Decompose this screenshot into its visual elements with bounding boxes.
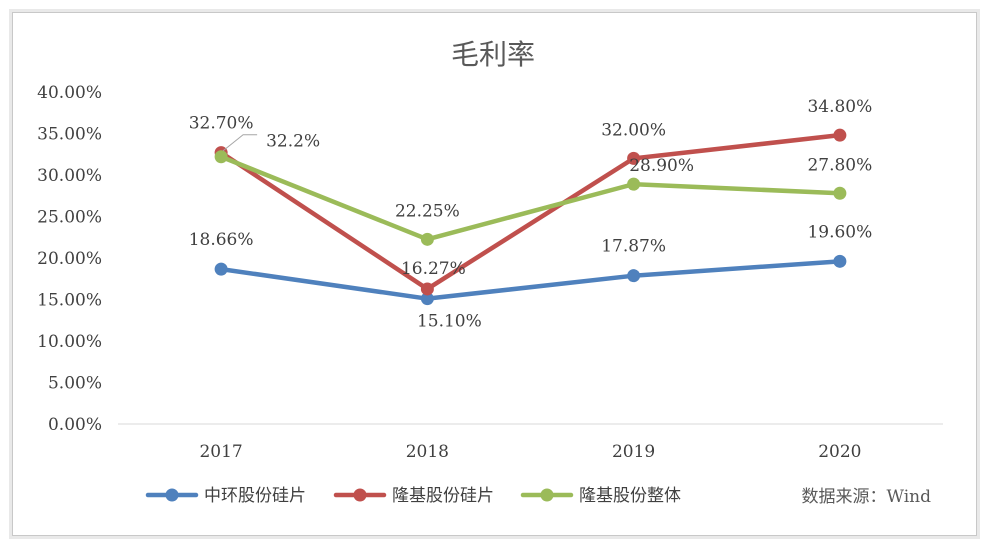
series-line <box>218 132 843 292</box>
source-note: 数据来源：Wind <box>802 487 932 507</box>
data-label: 18.66% <box>189 230 254 250</box>
x-axis-ticks: 2017 2018 2019 2020 <box>199 442 861 462</box>
series-marker <box>214 262 228 276</box>
chart-frame <box>12 12 977 536</box>
data-label: 19.60% <box>807 222 872 242</box>
series-marker <box>214 150 228 164</box>
legend: 中环股份硅片 隆基股份硅片 隆基股份整体 <box>145 486 681 506</box>
label-leader-line <box>222 134 258 152</box>
series-marker <box>420 282 434 296</box>
legend-swatch-marker <box>165 488 179 502</box>
legend-swatch-marker <box>540 488 554 502</box>
y-tick-label: 35.00% <box>37 125 102 145</box>
data-label: 34.80% <box>807 97 872 117</box>
y-tick-label: 40.00% <box>37 83 102 103</box>
data-label: 32.00% <box>601 120 666 140</box>
legend-label: 中环股份硅片 <box>204 486 306 506</box>
series-line <box>218 259 843 301</box>
legend-label: 隆基股份硅片 <box>392 486 494 506</box>
x-tick-label: 2018 <box>406 442 449 462</box>
chart-title: 毛利率 <box>451 38 535 71</box>
series-marker <box>833 186 847 200</box>
data-label: 27.80% <box>807 155 872 175</box>
series-marker <box>627 151 641 165</box>
legend-label: 隆基股份整体 <box>579 486 681 506</box>
y-tick-label: 5.00% <box>48 374 102 394</box>
data-label: 17.87% <box>601 237 666 257</box>
y-tick-label: 30.00% <box>37 166 102 186</box>
series-line <box>218 154 843 242</box>
series-marker <box>420 232 434 246</box>
x-tick-label: 2017 <box>199 442 242 462</box>
data-label: 15.10% <box>417 312 482 332</box>
data-labels: 18.66% 15.10% 17.87% 19.60% 32.70% 16.27% 32.0… <box>189 97 873 332</box>
y-tick-label: 15.00% <box>37 291 102 311</box>
series-marker <box>833 128 847 142</box>
y-tick-label: 25.00% <box>37 208 102 228</box>
x-tick-label: 2019 <box>612 442 655 462</box>
data-label: 28.90% <box>629 156 694 176</box>
series-marker <box>627 269 641 283</box>
series-marker <box>833 254 847 268</box>
data-label: 22.25% <box>395 201 460 221</box>
series-marker <box>627 177 641 191</box>
data-label: 32.70% <box>189 114 254 134</box>
data-label: 32.2% <box>266 132 320 152</box>
y-tick-label: 10.00% <box>37 332 102 352</box>
y-tick-label: 20.00% <box>37 249 102 269</box>
series-layer <box>214 128 847 306</box>
y-tick-label: 0.00% <box>48 415 102 435</box>
y-axis-ticks: 0.00% 5.00% 10.00% 15.00% 20.00% 25.00% 30.00%… <box>37 83 102 435</box>
legend-swatch-marker <box>353 488 367 502</box>
data-label: 16.27% <box>401 259 466 279</box>
series-marker <box>420 292 434 306</box>
x-tick-label: 2020 <box>818 442 861 462</box>
